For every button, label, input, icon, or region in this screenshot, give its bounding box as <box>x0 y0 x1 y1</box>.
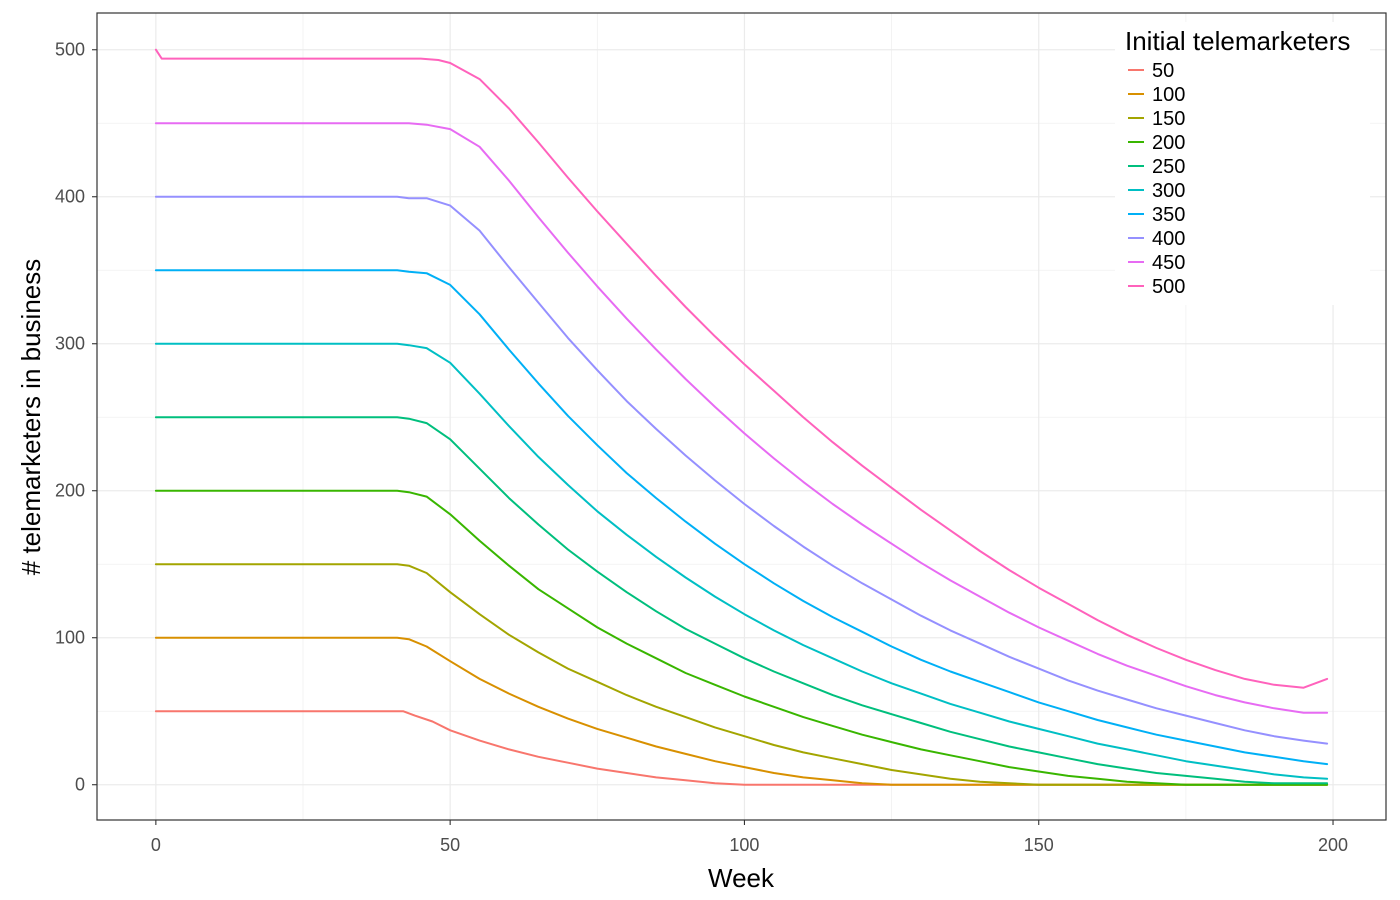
legend-background <box>1115 22 1370 305</box>
y-tick-label: 200 <box>55 481 85 501</box>
series-line-250 <box>154 416 1329 785</box>
x-tick-label: 150 <box>1024 835 1054 855</box>
legend-item-300: 300 <box>1128 180 1185 202</box>
series-line-100 <box>154 636 1329 786</box>
x-tick-label: 200 <box>1318 835 1348 855</box>
series-line-150 <box>154 563 1329 786</box>
y-axis-title: # telemarketers in business <box>16 259 46 575</box>
x-tick-label: 0 <box>151 835 161 855</box>
y-tick-label: 400 <box>55 187 85 207</box>
x-axis-ticks: 0 50 100 150 200 <box>151 820 1348 855</box>
y-tick-label: 300 <box>55 334 85 354</box>
legend-label: 250 <box>1152 156 1185 178</box>
legend-label: 450 <box>1152 252 1185 274</box>
y-tick-label: 0 <box>75 775 85 795</box>
legend: Initial telemarketers 501001502002503003… <box>1115 22 1370 305</box>
legend-label: 200 <box>1152 132 1185 154</box>
series-line-350 <box>154 269 1329 766</box>
y-axis-ticks: 0 100 200 300 400 500 <box>55 40 97 795</box>
legend-item-500: 500 <box>1128 276 1185 298</box>
series-line-300 <box>154 342 1329 780</box>
legend-item-150: 150 <box>1128 108 1185 130</box>
y-tick-label: 500 <box>55 40 85 60</box>
legend-item-200: 200 <box>1128 132 1185 154</box>
legend-label: 350 <box>1152 204 1185 226</box>
series-line-400 <box>154 195 1329 745</box>
legend-label: 400 <box>1152 228 1185 250</box>
legend-item-400: 400 <box>1128 228 1185 250</box>
legend-item-50: 50 <box>1128 60 1174 82</box>
series-line-50 <box>154 710 1329 786</box>
series-line-450 <box>154 122 1329 714</box>
legend-label: 50 <box>1152 60 1174 82</box>
x-axis-title: Week <box>708 863 775 893</box>
x-tick-label: 100 <box>729 835 759 855</box>
series-lines <box>154 48 1329 786</box>
legend-title: Initial telemarketers <box>1125 26 1350 56</box>
legend-label: 150 <box>1152 108 1185 130</box>
legend-item-350: 350 <box>1128 204 1185 226</box>
legend-label: 300 <box>1152 180 1185 202</box>
legend-item-450: 450 <box>1128 252 1185 274</box>
legend-item-250: 250 <box>1128 156 1185 178</box>
y-tick-label: 100 <box>55 628 85 648</box>
legend-label: 500 <box>1152 276 1185 298</box>
legend-item-100: 100 <box>1128 84 1185 106</box>
plot-border <box>96 12 1387 821</box>
x-tick-label: 50 <box>440 835 460 855</box>
series-line-500 <box>154 48 1329 689</box>
legend-label: 100 <box>1152 84 1185 106</box>
series-line-200 <box>154 489 1329 786</box>
